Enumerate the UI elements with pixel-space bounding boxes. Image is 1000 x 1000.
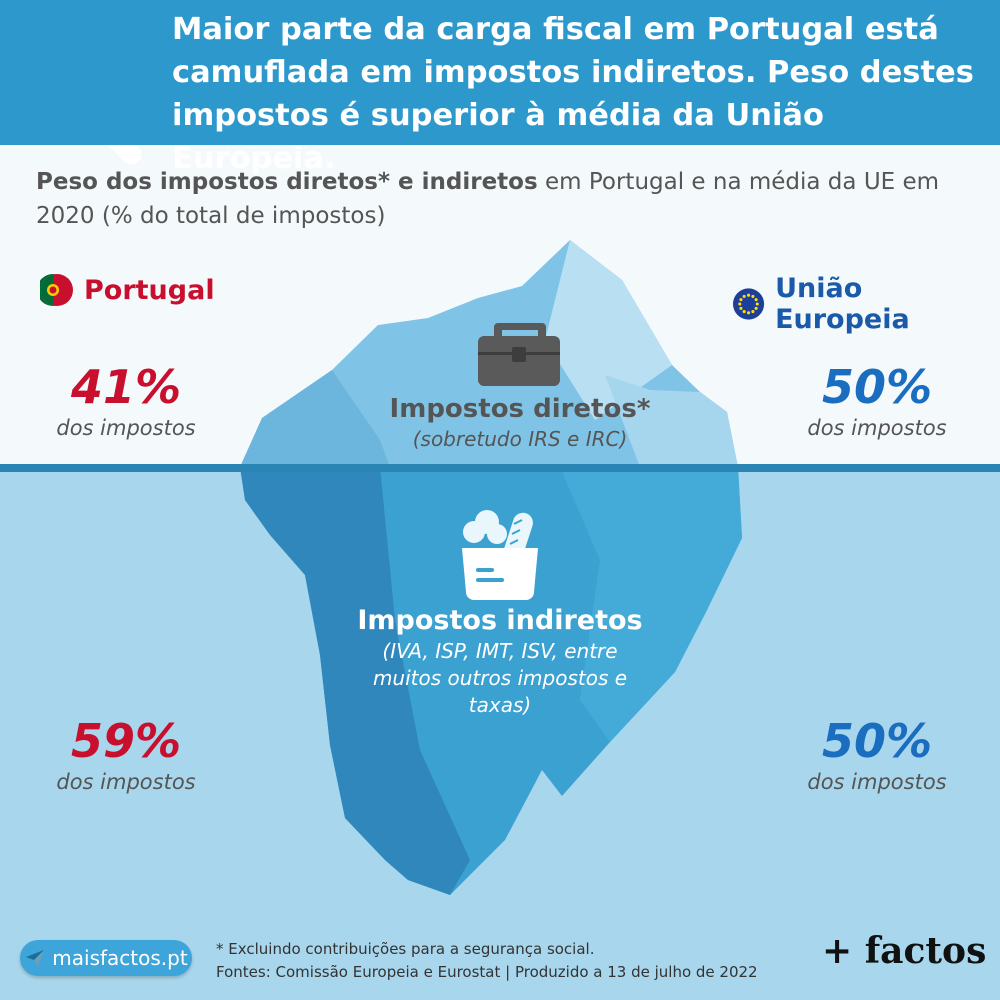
paper-plane-icon xyxy=(26,950,45,967)
portugal-direct-value: 41% xyxy=(70,360,182,414)
page-title: Maior parte da carga fiscal em Portugal … xyxy=(172,12,974,176)
iceberg-base xyxy=(240,467,742,895)
subtitle-bold: Peso dos impostos diretos* e indiretos xyxy=(36,169,538,195)
brand-logo: + factos xyxy=(822,930,987,972)
footer-notes: * Excluindo contribuições para a seguran… xyxy=(216,938,758,984)
portugal-direct-stat: 41% dos impostos xyxy=(26,360,226,442)
direct-taxes-label: Impostos diretos* (sobretudo IRS e IRC) xyxy=(370,392,670,453)
portugal-indirect-label: dos impostos xyxy=(56,770,196,794)
grocery-bag-icon xyxy=(462,510,538,600)
eu-indirect-stat: 50% dos impostos xyxy=(777,714,977,796)
eu-indirect-label: dos impostos xyxy=(807,770,947,794)
eu-direct-value: 50% xyxy=(821,360,933,414)
portugal-indirect-value: 59% xyxy=(70,714,182,768)
eu-label: União Europeia xyxy=(775,273,910,335)
footnote: * Excluindo contribuições para a seguran… xyxy=(216,940,595,958)
eu-flag-icon xyxy=(732,288,765,320)
portugal-indirect-stat: 59% dos impostos xyxy=(26,714,226,796)
subtitle-rest: em Portugal e na média da UE em 2020 (% … xyxy=(36,169,940,229)
eu-direct-stat: 50% dos impostos xyxy=(777,360,977,442)
direct-taxes-subtitle: (sobretudo IRS e IRC) xyxy=(412,427,628,451)
site-label: maisfactos.pt xyxy=(52,946,188,970)
waterline xyxy=(0,464,1000,472)
header-background xyxy=(0,0,1000,145)
portugal-label: Portugal xyxy=(84,274,215,306)
eu-header: União Europeia xyxy=(732,273,1000,335)
eu-indirect-value: 50% xyxy=(821,714,933,768)
indirect-taxes-title: Impostos indiretos xyxy=(357,605,643,636)
direct-taxes-title: Impostos diretos* xyxy=(389,394,651,424)
briefcase-icon xyxy=(478,323,560,386)
indirect-taxes-subtitle: (IVA, ISP, IMT, ISV, entre muitos outros… xyxy=(372,639,628,717)
portugal-flag-icon xyxy=(40,274,73,306)
indirect-taxes-label: Impostos indiretos (IVA, ISP, IMT, ISV, … xyxy=(355,604,645,719)
portugal-header: Portugal xyxy=(40,273,215,307)
portugal-direct-label: dos impostos xyxy=(56,416,196,440)
sources: Fontes: Comissão Europeia e Eurostat | P… xyxy=(216,963,758,981)
eu-direct-label: dos impostos xyxy=(807,416,947,440)
subtitle: Peso dos impostos diretos* e indiretos e… xyxy=(36,165,966,233)
site-link[interactable]: maisfactos.pt xyxy=(20,940,192,976)
